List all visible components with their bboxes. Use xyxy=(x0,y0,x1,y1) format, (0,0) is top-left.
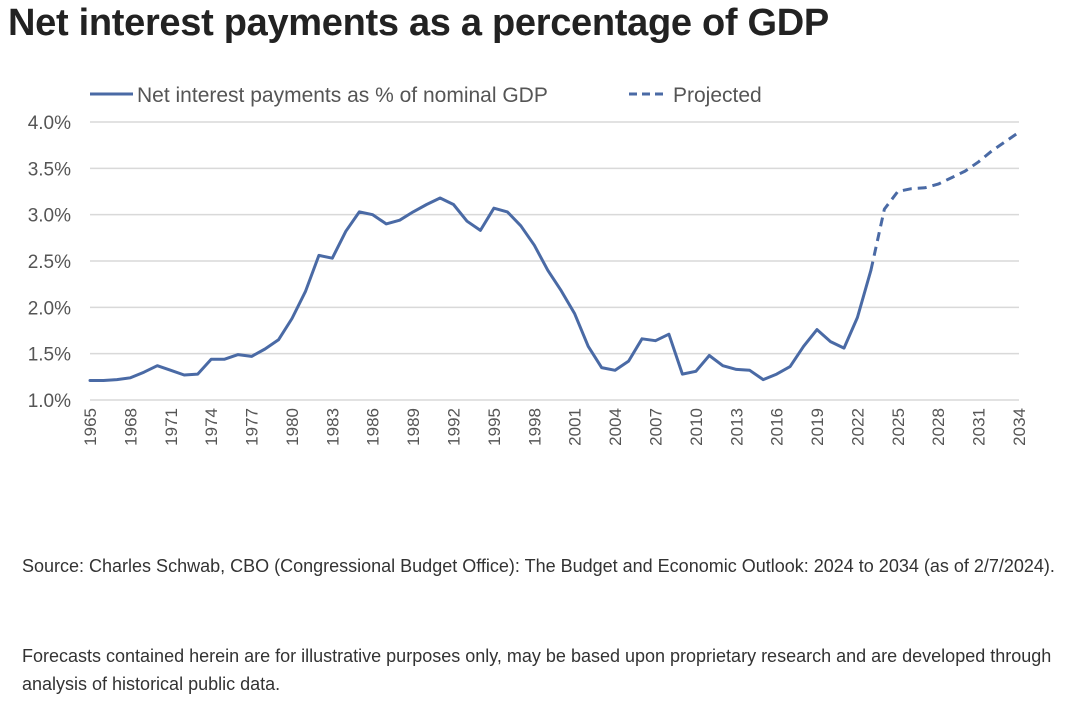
y-tick-label: 4.0% xyxy=(28,113,71,134)
line-chart: Net interest payments as % of nominal GD… xyxy=(28,84,1029,446)
legend-label-historical: Net interest payments as % of nominal GD… xyxy=(137,84,548,107)
y-tick-label: 3.0% xyxy=(28,206,71,227)
x-tick-label: 2034 xyxy=(1010,408,1029,446)
legend: Net interest payments as % of nominal GD… xyxy=(90,84,762,107)
x-tick-label: 1974 xyxy=(202,408,221,446)
x-tick-label: 1986 xyxy=(364,408,383,446)
source-note: Source: Charles Schwab, CBO (Congression… xyxy=(22,556,1055,576)
x-tick-label: 1965 xyxy=(81,408,100,446)
gridlines xyxy=(90,121,1019,401)
x-tick-label: 2016 xyxy=(768,408,787,446)
x-tick-label: 1971 xyxy=(162,408,181,446)
series-line-historical xyxy=(88,196,873,382)
x-tick-label: 1998 xyxy=(525,408,544,446)
x-tick-label: 2010 xyxy=(687,408,706,446)
x-tick-label: 1980 xyxy=(283,408,302,446)
x-tick-label: 2022 xyxy=(848,408,867,446)
x-tick-label: 2013 xyxy=(727,408,746,446)
x-tick-label: 1992 xyxy=(445,408,464,446)
series-lines xyxy=(88,130,1020,382)
x-tick-label: 1968 xyxy=(121,408,140,446)
x-tick-label: 2025 xyxy=(889,408,908,446)
x-tick-label: 2001 xyxy=(566,408,585,446)
y-tick-label: 2.5% xyxy=(28,252,71,273)
series-line-projected xyxy=(869,130,1020,271)
legend-label-projected: Projected xyxy=(673,84,762,107)
x-tick-label: 1995 xyxy=(485,408,504,446)
x-tick-label: 2031 xyxy=(970,408,989,446)
x-tick-label: 2019 xyxy=(808,408,827,446)
y-tick-label: 1.0% xyxy=(28,391,71,412)
x-axis: 1965 1968 1971 1974 1977 1980 1983 1986 1989 1992… xyxy=(81,408,1029,446)
y-tick-label: 1.5% xyxy=(28,345,71,366)
chart-title: Net interest payments as a percentage of… xyxy=(8,2,829,44)
y-axis: 1.0% 1.5% 2.0% 2.5% 3.0% 3.5% 4.0% xyxy=(28,113,71,412)
x-tick-label: 2028 xyxy=(929,408,948,446)
x-tick-label: 2007 xyxy=(646,408,665,446)
x-tick-label: 1977 xyxy=(243,408,262,446)
y-tick-label: 3.5% xyxy=(28,159,71,180)
forecast-disclaimer: Forecasts contained herein are for illus… xyxy=(22,646,1052,694)
x-tick-label: 1983 xyxy=(323,408,342,446)
x-tick-label: 1989 xyxy=(404,408,423,446)
y-tick-label: 2.0% xyxy=(28,298,71,319)
x-tick-label: 2004 xyxy=(606,408,625,446)
